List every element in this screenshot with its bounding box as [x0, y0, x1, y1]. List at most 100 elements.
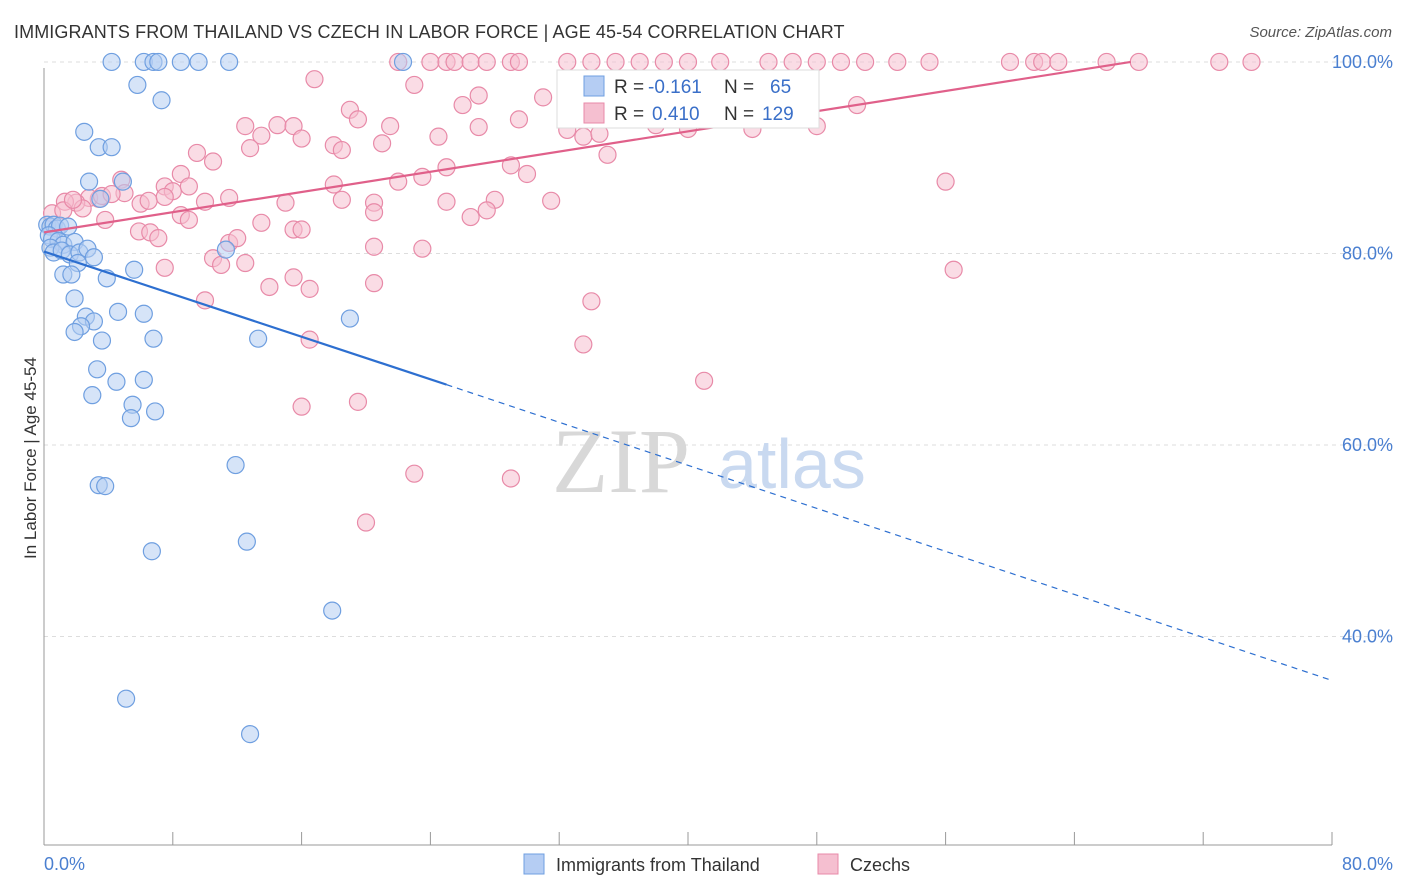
czechs-point-135 — [356, 513, 376, 532]
thailand-point-56 — [145, 402, 165, 421]
czechs-point-47 — [252, 126, 271, 145]
czechs-point-50 — [292, 129, 311, 148]
czechs-point-115 — [413, 239, 432, 258]
czechs-point-63 — [187, 143, 207, 163]
czechs-point-72 — [413, 167, 432, 186]
bottom-legend-swatch-czechs — [817, 853, 839, 875]
czechs-point-64 — [203, 152, 223, 171]
legend-swatch-thailand — [583, 75, 605, 97]
czechs-point-66 — [240, 139, 260, 158]
y-tick-label-0: 100.0% — [1332, 52, 1393, 72]
thailand-point-54 — [83, 386, 102, 405]
bottom-legend-swatch-thailand — [523, 853, 545, 875]
legend-r-label-czechs: R = — [614, 104, 644, 125]
thailand-point-9 — [152, 91, 171, 110]
czechs-point-11 — [630, 52, 649, 72]
czechs-point-125 — [582, 292, 601, 311]
czechs-point-25 — [1049, 52, 1068, 72]
czechs-point-18 — [831, 52, 851, 72]
czechs-point-118 — [236, 253, 255, 273]
thailand-point-48 — [92, 331, 112, 350]
czechs-point-32 — [469, 86, 488, 105]
czechs-point-53 — [469, 117, 488, 137]
thailand-point-46 — [65, 322, 84, 342]
thailand-point-42 — [134, 304, 153, 323]
czechs-point-102 — [96, 210, 115, 230]
chart-title: IMMIGRANTS FROM THAILAND VS CZECH IN LAB… — [14, 22, 845, 42]
czechs-point-27 — [1129, 52, 1148, 72]
czechs-point-133 — [405, 464, 424, 483]
thailand-point-0 — [102, 52, 121, 72]
watermark-zip: ZIP — [552, 410, 690, 512]
czechs-point-107 — [461, 207, 480, 227]
czechs-point-8 — [558, 52, 577, 72]
czechs-point-61 — [332, 140, 351, 160]
thailand-point-60 — [96, 477, 115, 496]
thailand-point-6 — [220, 52, 239, 72]
czechs-point-62 — [373, 134, 392, 153]
legend-r-value-thailand: -0.161 — [648, 77, 702, 98]
legend-swatch-czechs — [583, 102, 605, 124]
czechs-point-111 — [149, 229, 168, 248]
czechs-point-113 — [228, 229, 247, 248]
czechs-point-134 — [501, 469, 520, 488]
czechs-point-9 — [582, 52, 601, 72]
czechs-point-26 — [1097, 52, 1116, 72]
thailand-point-62 — [142, 542, 161, 561]
czechs-point-24 — [1033, 52, 1052, 72]
watermark: ZIP atlas — [552, 410, 866, 512]
czechs-point-33 — [533, 88, 553, 107]
thailand-point-33 — [84, 248, 104, 267]
x-tick-label-min: 0.0% — [44, 854, 85, 874]
thailand-point-52 — [107, 372, 126, 391]
trend-lines — [43, 60, 1333, 682]
czechs-point-103 — [252, 213, 271, 232]
czechs-point-22 — [1000, 52, 1020, 72]
bottom-legend-label-thailand: Immigrants from Thailand — [556, 855, 760, 875]
czechs-point-28 — [1210, 52, 1229, 72]
thailand-point-15 — [91, 189, 110, 208]
thailand-trend-extension — [446, 384, 1333, 682]
thailand-point-50 — [249, 329, 268, 348]
czechs-point-101 — [179, 177, 198, 196]
czechs-trend-line — [43, 60, 1131, 234]
thailand-points — [38, 52, 413, 744]
thailand-point-14 — [113, 172, 132, 191]
czechs-point-65 — [598, 145, 617, 164]
czechs-point-70 — [517, 164, 537, 184]
czechs-point-69 — [501, 156, 520, 175]
czechs-point-106 — [364, 203, 384, 222]
czechs-point-45 — [348, 110, 368, 129]
thailand-point-61 — [237, 532, 256, 551]
czechs-point-21 — [920, 52, 939, 72]
czechs-point-97 — [139, 191, 158, 210]
czechs-point-131 — [292, 397, 311, 416]
czechs-point-87 — [63, 190, 83, 209]
czechs-point-17 — [807, 52, 826, 72]
thailand-point-49 — [144, 329, 163, 348]
source-credit: Source: ZipAtlas.com — [1249, 24, 1392, 41]
thailand-point-8 — [128, 75, 147, 95]
czechs-point-10 — [606, 52, 625, 72]
czechs-point-16 — [783, 52, 802, 72]
czechs-point-127 — [574, 335, 593, 354]
thailand-point-10 — [75, 122, 94, 141]
czechs-point-98 — [155, 187, 174, 207]
thailand-point-5 — [189, 52, 208, 72]
thailand-point-36 — [125, 260, 144, 279]
thailand-point-38 — [62, 265, 81, 284]
czechs-point-93 — [437, 192, 456, 211]
czechs-point-114 — [364, 237, 384, 256]
czechs-point-129 — [936, 172, 955, 191]
correlation-legend: R = -0.161 N = 65 R = 0.410 N = 129 — [556, 69, 820, 129]
watermark-atlas: atlas — [718, 425, 866, 503]
thailand-point-12 — [102, 138, 121, 157]
czechs-point-121 — [260, 277, 279, 297]
czechs-point-7 — [509, 52, 529, 72]
czechs-point-105 — [292, 220, 311, 239]
thailand-point-7 — [393, 52, 413, 72]
czechs-point-12 — [654, 52, 673, 72]
czechs-point-51 — [381, 117, 400, 136]
thailand-point-35 — [216, 240, 236, 259]
